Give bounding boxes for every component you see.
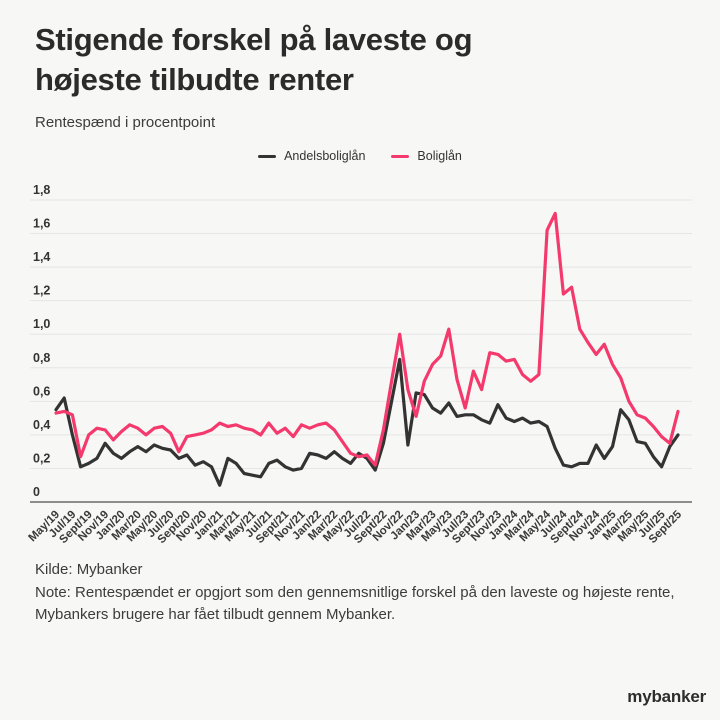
y-tick-label: 0,6 — [33, 384, 50, 398]
y-tick-label: 1,6 — [33, 217, 50, 231]
y-tick-label: 0,2 — [33, 451, 50, 465]
chart-footer: Kilde: Mybanker Note: Rentespændet er op… — [35, 559, 695, 627]
chart-title-line2: højeste tilbudte renter — [35, 62, 354, 97]
methodology-note-line1: Note: Rentespændet er opgjort som den ge… — [35, 583, 675, 601]
y-tick-label: 0,4 — [33, 418, 50, 432]
legend-label-andelsboliglan: Andelsboliglån — [284, 149, 366, 163]
y-tick-label: 1,4 — [33, 250, 50, 264]
chart-title: Stigende forskel på laveste og højeste t… — [35, 20, 685, 100]
y-tick-label: 1,8 — [33, 183, 50, 197]
y-tick-label: 0,8 — [33, 351, 50, 365]
legend-item-boliglan: Boliglån — [391, 149, 462, 163]
legend-swatch-dark-icon — [258, 154, 277, 158]
methodology-note-line2: Mybankers brugere har fået tilbudt genne… — [35, 606, 396, 623]
mybanker-logo: mybanker — [627, 687, 706, 706]
chart-legend: Andelsboliglån Boliglån — [0, 149, 720, 163]
y-tick-label: 0 — [33, 485, 40, 499]
legend-item-andelsboliglan: Andelsboliglån — [258, 149, 365, 163]
series-line-andelsboligln — [54, 357, 680, 487]
chart-subtitle: Rentespænd i procentpoint — [35, 114, 216, 131]
legend-swatch-pink-icon — [391, 154, 410, 158]
series-line-boligln — [54, 211, 680, 467]
source-note: Kilde: Mybanker — [35, 561, 143, 578]
y-tick-label: 1,0 — [33, 317, 50, 331]
chart-title-line1: Stigende forskel på laveste og — [35, 22, 473, 57]
legend-label-boliglan: Boliglån — [417, 149, 462, 163]
y-tick-label: 1,2 — [33, 284, 50, 298]
